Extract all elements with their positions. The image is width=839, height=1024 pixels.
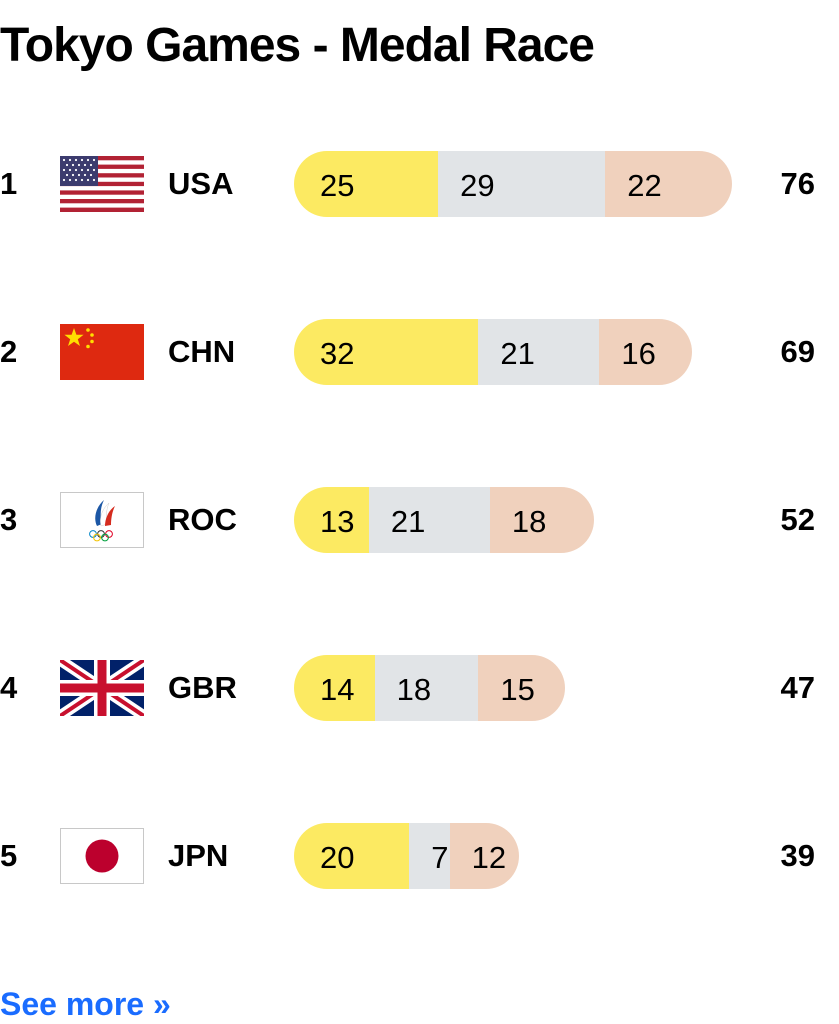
page-title: Tokyo Games - Medal Race (0, 19, 595, 72)
medal-bar: 25 29 22 (294, 151, 732, 217)
country-code: USA (168, 166, 234, 201)
medal-bar: 32 21 16 (294, 319, 692, 385)
bronze-medal-segment: 12 (449, 823, 519, 889)
see-more-link[interactable]: See more » (0, 986, 171, 1022)
medal-row-chn: 2 CHN 32 21 16 69 (0, 319, 839, 385)
medal-row-jpn: 5 JPN 20 7 12 39 (0, 823, 839, 889)
total-medals: 52 (780, 502, 815, 537)
gold-medal-segment: 25 (294, 151, 439, 217)
country-code: GBR (168, 670, 237, 705)
japan-flag-icon (60, 828, 144, 884)
silver-medal-segment: 29 (438, 151, 606, 217)
total-medals: 69 (780, 334, 815, 369)
country-code: CHN (168, 334, 236, 369)
total-medals: 76 (780, 166, 815, 201)
rank-number: 1 (0, 166, 18, 201)
bronze-medal-segment: 18 (489, 487, 594, 553)
bronze-medal-segment: 22 (605, 151, 732, 217)
medal-bar: 13 21 18 (294, 487, 594, 553)
total-medals: 39 (780, 838, 815, 873)
gold-medal-segment: 32 (294, 319, 479, 385)
country-code: JPN (168, 838, 229, 873)
rank-number: 5 (0, 838, 18, 873)
silver-medal-segment: 21 (368, 487, 490, 553)
medal-row-usa: 1 USA 25 29 22 76 (0, 151, 839, 217)
uk-flag-icon (60, 660, 144, 716)
medal-row-roc: 3 ROC 13 21 18 52 (0, 487, 839, 553)
medal-row-gbr: 4 GBR 14 18 15 47 (0, 655, 839, 721)
silver-medal-segment: 21 (478, 319, 600, 385)
country-code: ROC (168, 502, 237, 537)
rank-number: 4 (0, 670, 18, 705)
gold-medal-segment: 20 (294, 823, 410, 889)
china-flag-icon (60, 324, 144, 380)
medal-bar: 14 18 15 (294, 655, 565, 721)
gold-medal-segment: 13 (294, 487, 369, 553)
medal-bar: 20 7 12 (294, 823, 519, 889)
usa-flag-icon (60, 156, 144, 212)
silver-medal-segment: 18 (374, 655, 479, 721)
silver-medal-segment: 7 (409, 823, 450, 889)
rank-number: 2 (0, 334, 18, 369)
gold-medal-segment: 14 (294, 655, 375, 721)
total-medals: 47 (780, 670, 815, 705)
bronze-medal-segment: 16 (599, 319, 692, 385)
roc-flag-icon (60, 492, 144, 548)
bronze-medal-segment: 15 (478, 655, 565, 721)
rank-number: 3 (0, 502, 18, 537)
